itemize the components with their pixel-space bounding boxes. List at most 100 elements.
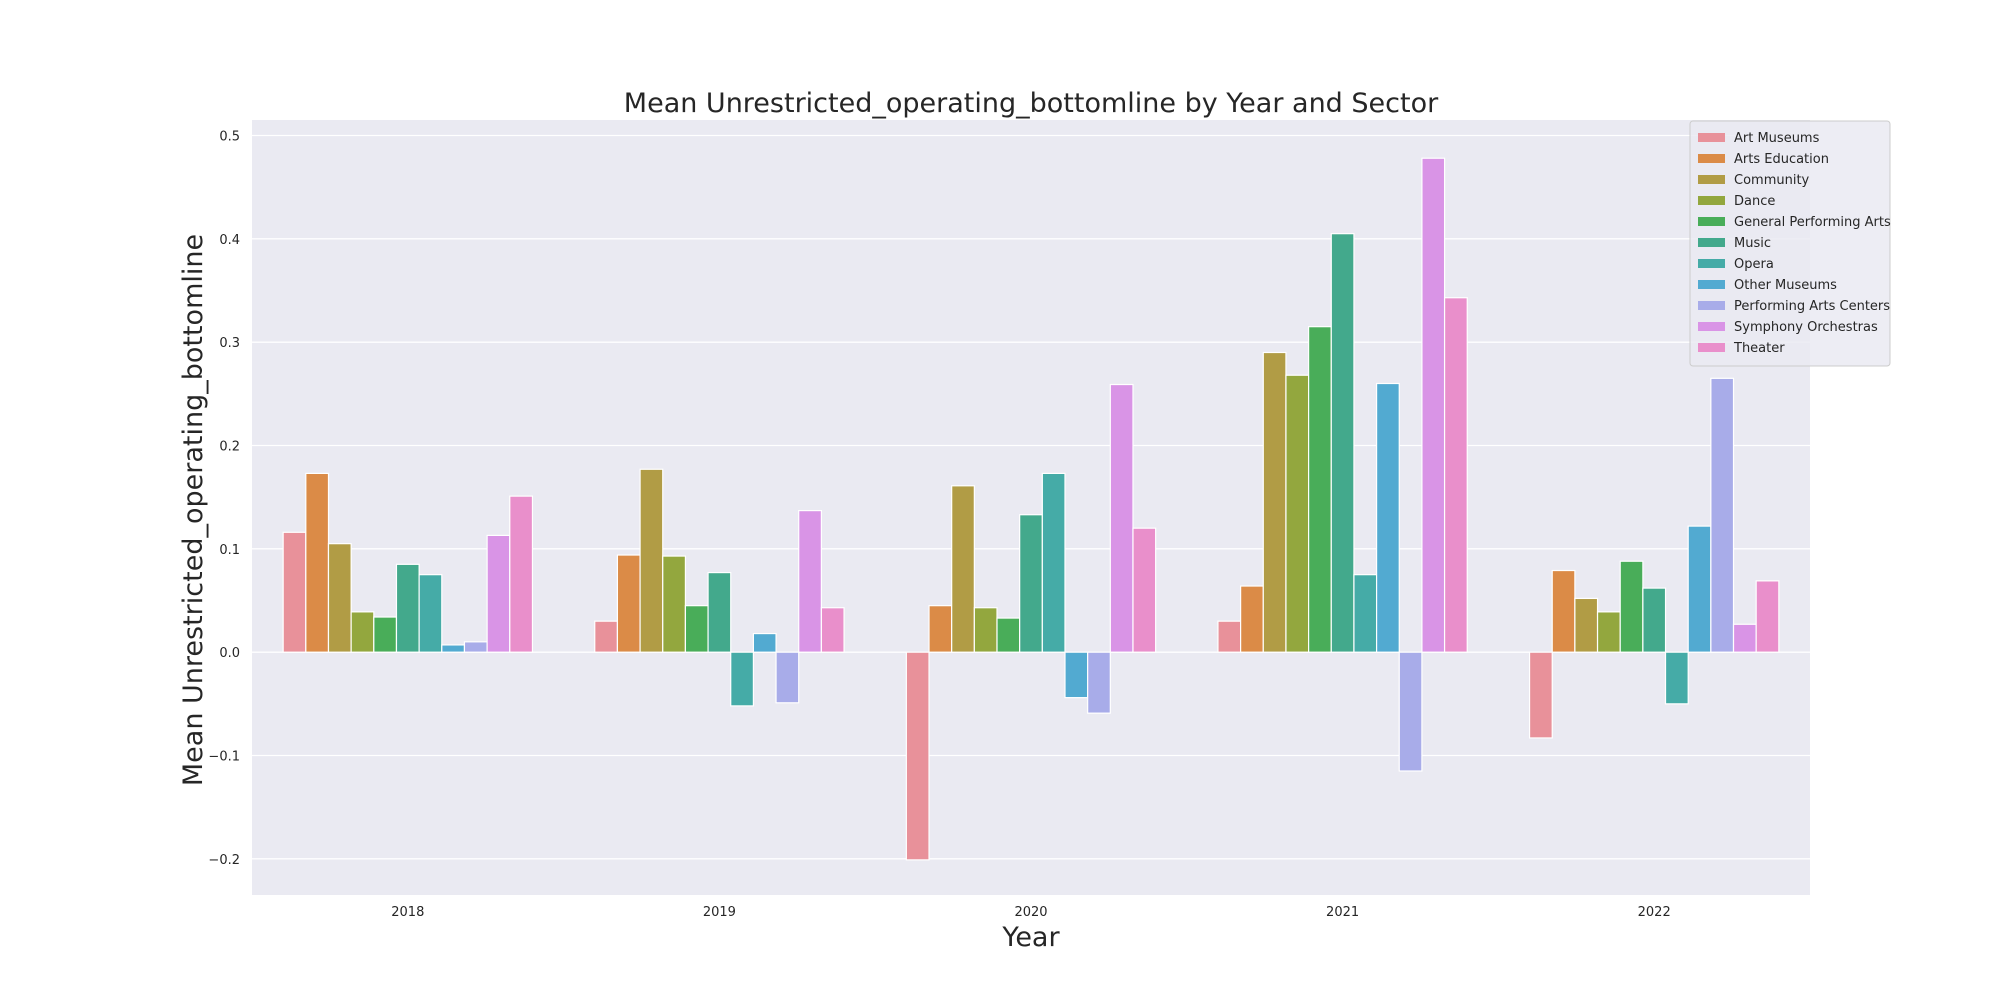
bar [1732, 623, 1757, 653]
bar [441, 644, 466, 653]
bar [282, 531, 307, 653]
y-tick-label: 0.4 [219, 233, 240, 248]
bar [1755, 580, 1780, 653]
bar [820, 607, 845, 653]
legend-label: Dance [1734, 194, 1775, 209]
y-tick-label: 0.3 [219, 336, 240, 351]
bar [928, 605, 953, 653]
bar [1132, 527, 1157, 653]
bar [418, 574, 443, 653]
bar [684, 605, 709, 653]
bar [1443, 297, 1468, 653]
y-ticks: −0.2 −0.1 0.0 0.1 0.2 0.3 0.4 0.5 [208, 130, 240, 868]
bar [305, 472, 330, 653]
bars [282, 157, 1780, 861]
bar [1687, 525, 1712, 653]
bar [486, 534, 511, 653]
bar [1375, 382, 1400, 653]
y-tick-label: −0.1 [208, 750, 240, 765]
legend-frame [1689, 120, 1891, 367]
bar [395, 563, 420, 653]
legend-label: Theater [1733, 341, 1785, 356]
bar [951, 485, 975, 653]
bar [905, 651, 930, 861]
bar [730, 651, 754, 707]
bar [373, 616, 398, 653]
legend-swatch [1698, 301, 1725, 310]
legend-label: Arts Education [1734, 152, 1829, 167]
x-tick-label: 2019 [703, 905, 736, 920]
y-axis-label: Mean Unrestricted_operating_bottomline [178, 234, 209, 786]
x-tick-label: 2018 [391, 905, 424, 920]
bar [1619, 560, 1644, 653]
legend-swatch [1698, 196, 1725, 205]
bar [752, 632, 777, 653]
bar [798, 510, 822, 653]
x-tick-label: 2021 [1326, 905, 1359, 920]
x-tick-label: 2022 [1638, 905, 1671, 920]
bar [1087, 651, 1111, 714]
bar [1217, 620, 1242, 653]
bar [996, 617, 1021, 653]
bar [1330, 233, 1355, 653]
legend-label: Symphony Orchestras [1734, 320, 1878, 335]
bar [1421, 157, 1446, 653]
plot-area [252, 120, 1810, 895]
chart-title: Mean Unrestricted_operating_bottomline b… [624, 88, 1439, 119]
bar [707, 571, 732, 653]
legend-label: Community [1734, 173, 1810, 188]
legend-label: Other Museums [1734, 278, 1837, 293]
bar [1642, 587, 1667, 653]
legend-label: Art Museums [1734, 131, 1820, 146]
y-tick-label: −0.2 [208, 853, 240, 868]
legend-label: Opera [1734, 257, 1774, 272]
bar [639, 468, 664, 653]
legend-swatch [1698, 322, 1725, 331]
legend-swatch [1698, 154, 1725, 163]
bar [1019, 514, 1043, 653]
x-tick-label: 2020 [1014, 905, 1047, 920]
legend-swatch [1698, 133, 1725, 142]
bar [1109, 383, 1134, 653]
x-ticks: 2018 2019 2020 2021 2022 [391, 905, 1670, 920]
bar [616, 554, 641, 653]
bar [1308, 326, 1332, 653]
legend-swatch [1698, 343, 1725, 352]
bar [1710, 377, 1735, 653]
bar [1240, 585, 1264, 653]
bar [775, 651, 800, 704]
legend-label: Music [1734, 236, 1771, 251]
bar [1528, 651, 1553, 739]
bar [463, 641, 488, 653]
bar [1262, 351, 1287, 653]
y-tick-label: 0.1 [219, 543, 240, 558]
legend-label: General Performing Arts [1734, 215, 1891, 230]
x-axis-label: Year [1001, 922, 1060, 953]
legend-swatch [1698, 280, 1725, 289]
bar [1064, 651, 1089, 699]
bar [1285, 374, 1310, 653]
bar [509, 495, 534, 653]
legend-swatch [1698, 238, 1725, 247]
bar [594, 620, 619, 653]
y-tick-label: 0.2 [219, 440, 240, 455]
bar [1574, 597, 1599, 653]
legend-swatch [1698, 259, 1725, 268]
bar [1398, 651, 1423, 772]
legend-swatch [1698, 217, 1725, 226]
bar [973, 607, 998, 653]
bar [350, 611, 375, 653]
y-tick-label: 0.5 [219, 130, 240, 145]
bar [662, 555, 687, 653]
legend-label: Performing Arts Centers [1734, 299, 1890, 314]
bar [1596, 611, 1621, 653]
bar [1353, 574, 1378, 653]
bar [1664, 651, 1689, 705]
y-tick-label: 0.0 [219, 646, 240, 661]
legend: Art Museums Arts Education Community Dance G… [1689, 120, 1891, 367]
bar [1041, 472, 1066, 653]
legend-swatch [1698, 175, 1725, 184]
bar [327, 543, 352, 653]
bar [1551, 569, 1576, 653]
